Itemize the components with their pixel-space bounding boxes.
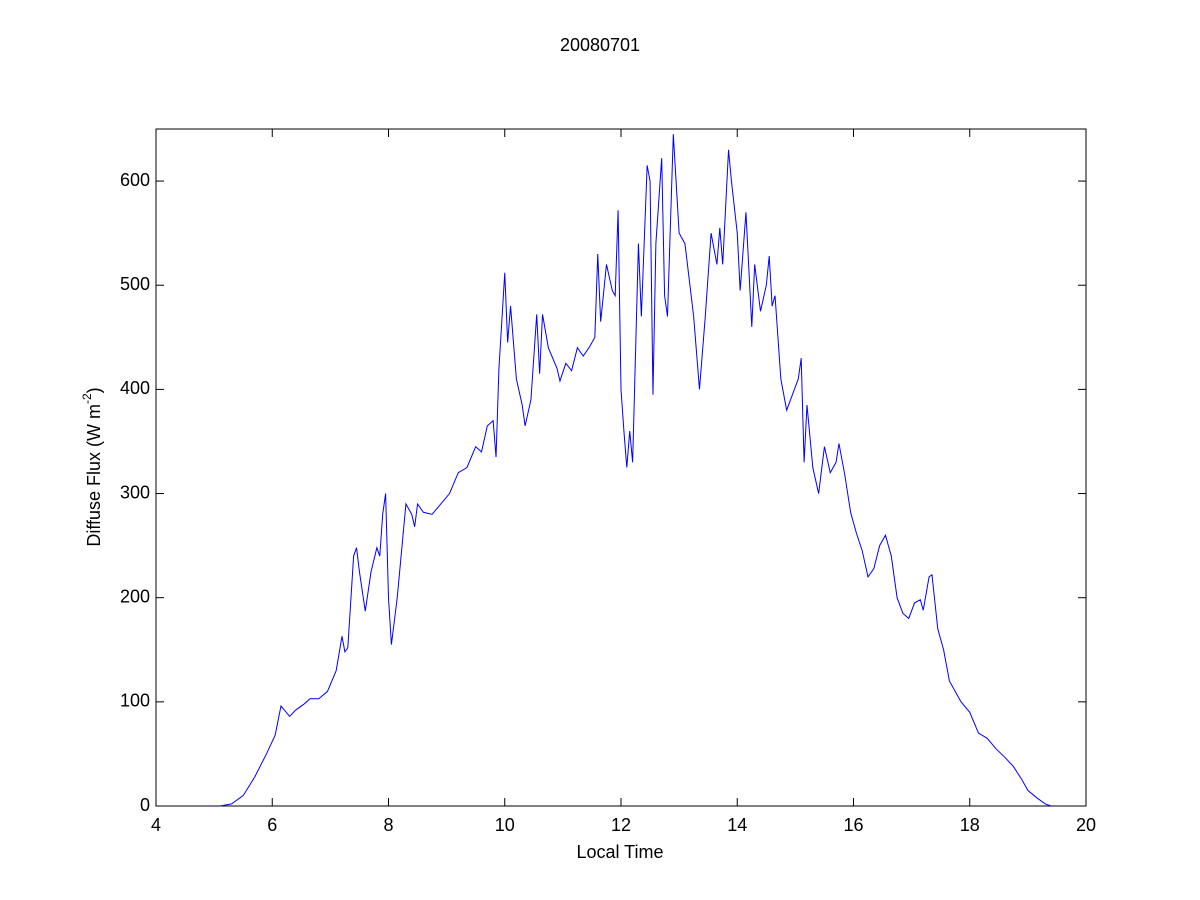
- y-tick-label: 400: [120, 378, 150, 398]
- y-tick-label: 100: [120, 691, 150, 711]
- x-tick-label: 14: [727, 815, 747, 835]
- x-axis-label: Local Time: [576, 842, 663, 862]
- x-tick-label: 10: [495, 815, 515, 835]
- x-tick-label: 12: [611, 815, 631, 835]
- x-tick-label: 16: [843, 815, 863, 835]
- y-tick-label: 0: [140, 795, 150, 815]
- y-tick-label: 600: [120, 170, 150, 190]
- x-tick-label: 20: [1076, 815, 1096, 835]
- y-axis-label-text: Diffuse Flux (W m: [84, 404, 104, 547]
- x-tick-label: 6: [267, 815, 277, 835]
- y-axis-label-text: ): [84, 387, 104, 393]
- y-axis-label-superscript: -2: [80, 393, 94, 404]
- y-tick-label: 500: [120, 274, 150, 294]
- chart-title: 20080701: [560, 35, 640, 55]
- x-tick-label: 8: [383, 815, 393, 835]
- line-series: [219, 134, 1052, 807]
- x-tick-label: 4: [151, 815, 161, 835]
- x-tick-label: 18: [960, 815, 980, 835]
- y-tick-label: 200: [120, 586, 150, 606]
- y-tick-label: 300: [120, 482, 150, 502]
- y-axis-label: Diffuse Flux (W m-2): [80, 387, 104, 546]
